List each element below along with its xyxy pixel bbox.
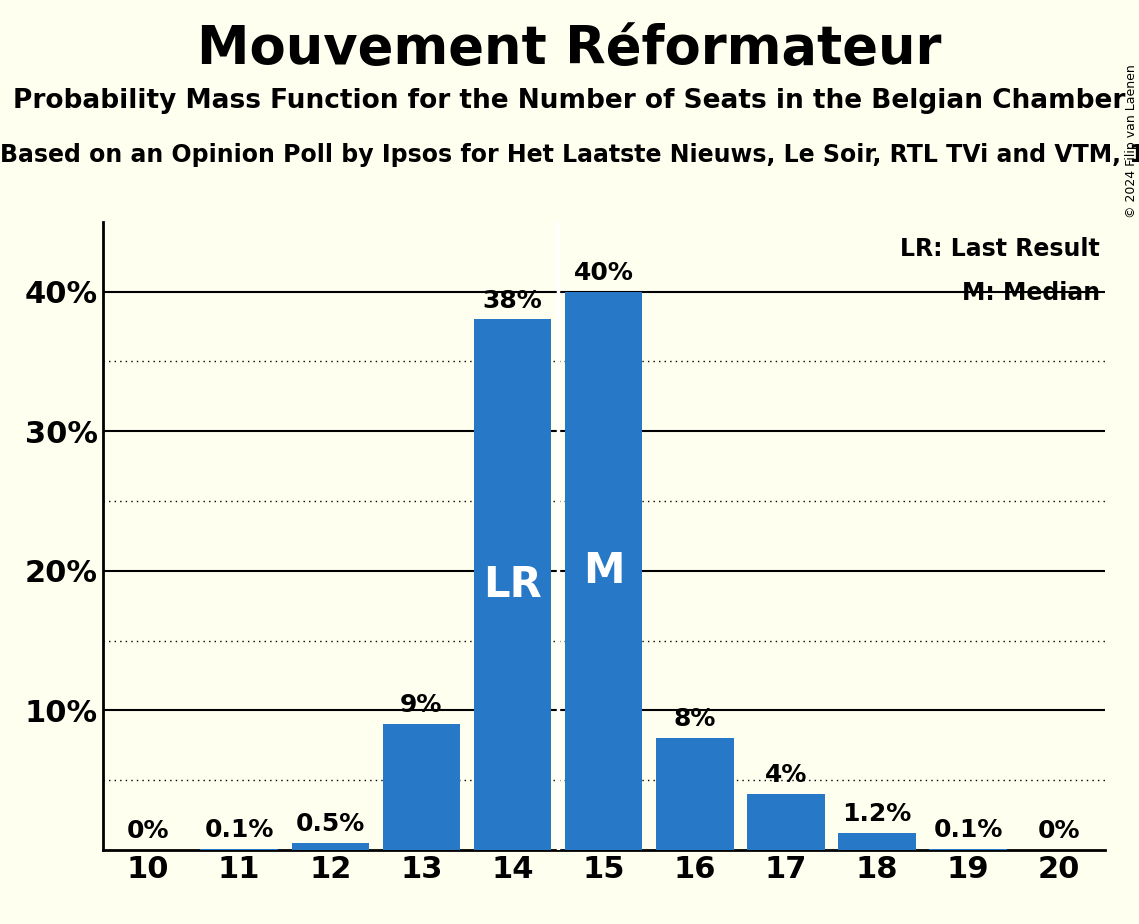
Text: M: Median: M: Median xyxy=(961,282,1100,306)
Text: 40%: 40% xyxy=(574,261,633,285)
Text: 0%: 0% xyxy=(1038,819,1081,843)
Text: Based on an Opinion Poll by Ipsos for Het Laatste Nieuws, Le Soir, RTL TVi and V: Based on an Opinion Poll by Ipsos for He… xyxy=(0,143,1139,167)
Bar xyxy=(929,848,1007,850)
Text: 0.5%: 0.5% xyxy=(296,812,364,836)
Text: 0.1%: 0.1% xyxy=(934,818,1002,842)
Text: 1.2%: 1.2% xyxy=(843,802,911,826)
Text: 0.1%: 0.1% xyxy=(205,818,273,842)
Text: M: M xyxy=(583,550,624,592)
Text: 8%: 8% xyxy=(673,708,716,732)
Text: LR: Last Result: LR: Last Result xyxy=(900,237,1100,261)
Bar xyxy=(200,848,278,850)
Text: 4%: 4% xyxy=(764,763,808,787)
Bar xyxy=(565,292,642,850)
Bar xyxy=(474,320,551,850)
Bar xyxy=(747,795,825,850)
Bar xyxy=(656,738,734,850)
Text: Probability Mass Function for the Number of Seats in the Belgian Chamber: Probability Mass Function for the Number… xyxy=(14,88,1125,114)
Text: © 2024 Filip van Laenen: © 2024 Filip van Laenen xyxy=(1124,65,1138,218)
Bar xyxy=(838,833,916,850)
Text: Mouvement Réformateur: Mouvement Réformateur xyxy=(197,23,942,75)
Bar xyxy=(383,724,460,850)
Text: 0%: 0% xyxy=(126,819,170,843)
Text: 38%: 38% xyxy=(483,288,542,312)
Bar xyxy=(292,843,369,850)
Text: LR: LR xyxy=(483,564,542,606)
Text: 9%: 9% xyxy=(400,693,443,717)
